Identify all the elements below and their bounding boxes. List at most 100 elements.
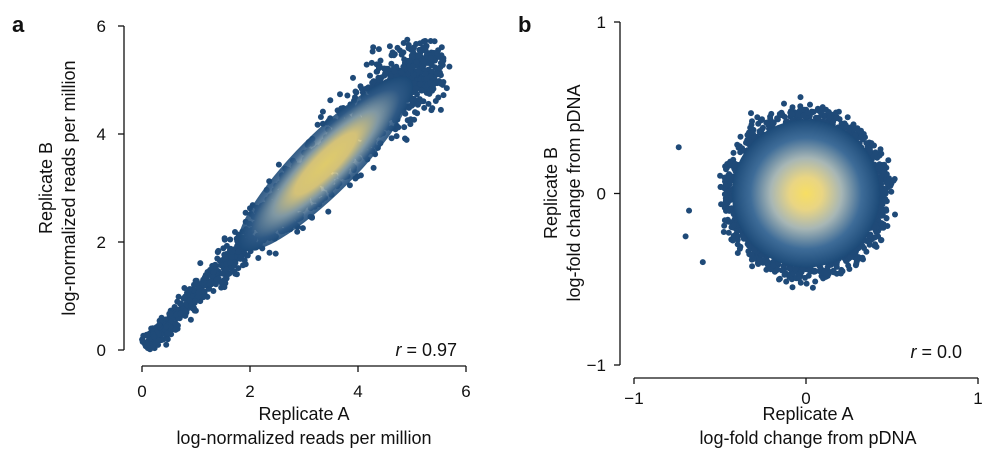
panel-b-point <box>764 258 771 265</box>
panel-b-point <box>860 256 866 263</box>
panel-a-point <box>255 255 262 261</box>
panel-a-point <box>446 63 453 70</box>
panel-a-point <box>414 110 421 117</box>
panel-b-ytick-label: 1 <box>597 13 606 32</box>
panel-b-point <box>725 229 732 236</box>
panel-a-point <box>405 42 412 48</box>
panel-a-point <box>382 70 389 77</box>
panel-b-point <box>805 272 812 279</box>
panel-b-letter: b <box>518 12 531 37</box>
panel-b-point <box>745 242 752 249</box>
panel-b-point <box>888 188 895 195</box>
panel-a-ytick-label: 2 <box>97 233 106 252</box>
panel-a-point <box>437 106 444 113</box>
panel-b-point <box>789 284 796 291</box>
panel-a-point <box>406 57 413 64</box>
panel-a-point <box>352 88 359 95</box>
panel-b-point <box>859 136 866 143</box>
panel-a-point <box>226 247 233 254</box>
panel-b-point <box>792 266 799 273</box>
panel-a-point <box>413 59 420 66</box>
panel-a-point <box>186 297 193 304</box>
panel-a-point <box>240 262 246 269</box>
panel-a-ylabel-line2: log-normalized reads per million <box>59 60 79 315</box>
panel-a-point <box>393 133 400 140</box>
panel-a-point <box>426 90 433 97</box>
panel-a-point <box>214 248 221 255</box>
panel-a-point <box>206 280 213 287</box>
panel-a-point <box>427 38 434 44</box>
panel-b-point <box>882 197 888 204</box>
panel-a-r-value: = 0.97 <box>401 340 457 360</box>
panel-a-point <box>235 248 242 255</box>
panel-a-point <box>424 49 430 56</box>
panel-b-point <box>847 254 854 261</box>
panel-a-point <box>435 94 442 101</box>
panel-a-point <box>443 85 450 92</box>
panel-b-point <box>686 207 693 214</box>
panel-b-point <box>880 224 887 231</box>
panel-b-point <box>783 278 790 285</box>
panel-a-point <box>221 284 228 291</box>
panel-a-point <box>327 97 334 104</box>
panel-a-point <box>197 260 204 267</box>
panel-a-xtick-label: 2 <box>245 382 254 401</box>
panel-a-point <box>181 285 188 291</box>
panel-a-point <box>143 331 150 338</box>
panel-a-density-core <box>238 76 414 252</box>
panel-a-point <box>417 81 424 88</box>
panel-a-point <box>400 40 407 46</box>
panel-b-point <box>731 162 738 169</box>
panel-b-xlabel-line1: Replicate A <box>762 404 853 424</box>
panel-a-r-var: r <box>395 340 402 360</box>
panel-a-point <box>430 81 437 88</box>
panel-b-xtick-label: −1 <box>624 389 643 408</box>
panel-a-point <box>221 236 228 243</box>
panel-b-point <box>853 256 860 263</box>
panel-b-point <box>839 268 846 275</box>
panel-a-letter: a <box>12 12 25 37</box>
panel-a-point <box>212 281 219 288</box>
panel-a-point <box>407 66 414 73</box>
panel-a-point <box>432 64 439 71</box>
panel-b-point <box>773 267 780 274</box>
panel-a-point <box>232 270 239 277</box>
panel-a-point <box>177 310 184 317</box>
panel-a-point <box>238 253 245 260</box>
panel-a-point <box>272 250 279 257</box>
panel-a-ytick-label: 6 <box>97 17 106 36</box>
panel-a-xtick-label: 6 <box>461 382 470 401</box>
panel-a-point <box>420 98 427 105</box>
panel-b-point <box>675 144 682 151</box>
panel-b-point <box>776 275 783 282</box>
panel-a-point <box>163 323 170 330</box>
panel-b-point <box>789 111 796 117</box>
panel-b-point <box>796 275 802 282</box>
panel-b-ytick-label: −1 <box>587 356 606 375</box>
panel-b-point <box>749 118 755 125</box>
panel-a-point <box>440 92 447 99</box>
panel-b-point <box>737 133 744 140</box>
panel-a-point <box>416 51 423 58</box>
panel-a-point <box>193 280 200 287</box>
panel-b-point <box>736 143 743 150</box>
panel-a-point <box>434 50 441 57</box>
panel-b-point <box>826 109 832 116</box>
panel-a-point <box>228 254 235 260</box>
panel-a-point <box>421 104 428 111</box>
panel-a-xlabel-line1: Replicate A <box>258 404 349 424</box>
panel-a-point <box>370 164 377 171</box>
panel-b-point <box>720 229 727 235</box>
panel-b-point <box>730 149 737 156</box>
panel-b-point <box>756 257 763 264</box>
panel-a-point <box>437 60 444 66</box>
panel-b-point <box>844 114 851 121</box>
panel-a-point <box>299 225 306 232</box>
panel-b-point <box>744 132 751 138</box>
panel-a-point <box>425 100 432 107</box>
panel-b-r-value: = 0.0 <box>916 342 962 362</box>
panel-b-point <box>749 263 756 270</box>
panel-a-point <box>275 161 282 168</box>
panel-b-point <box>699 259 706 266</box>
